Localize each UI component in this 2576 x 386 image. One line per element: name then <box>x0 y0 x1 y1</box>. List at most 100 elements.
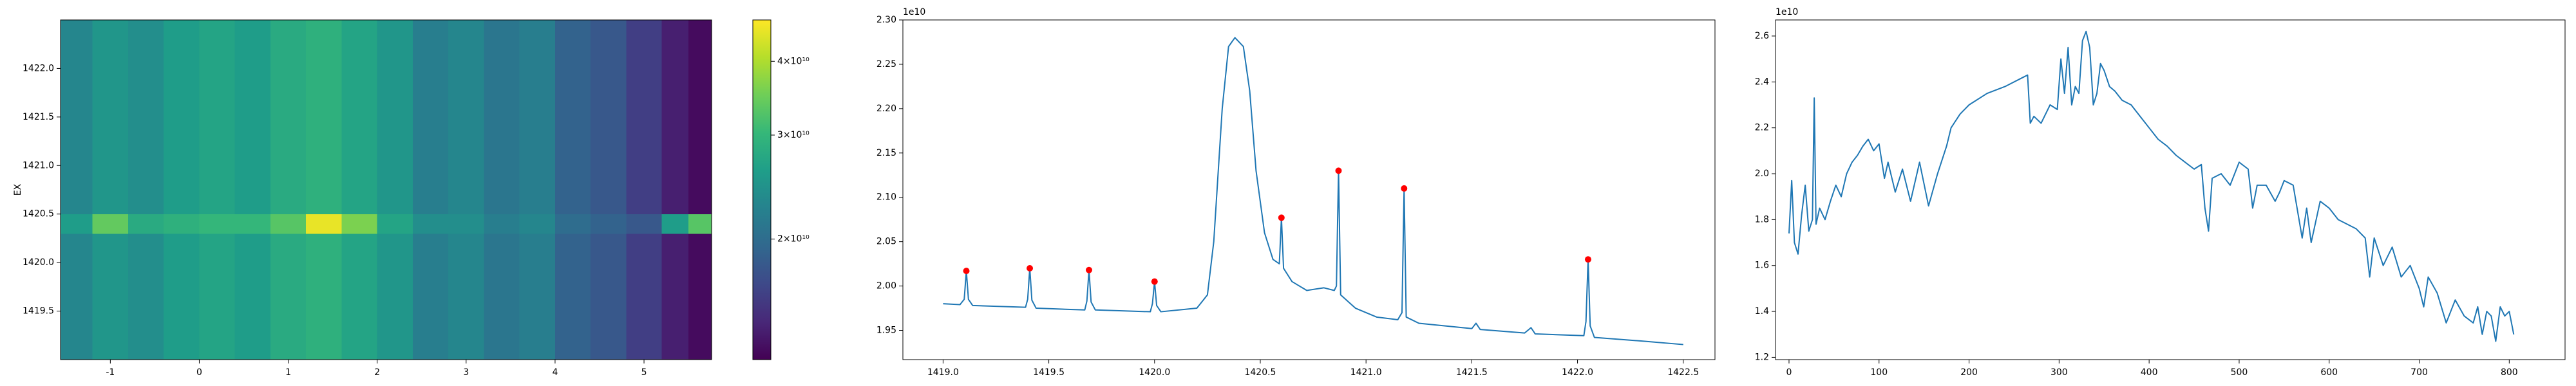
x-tick-label: 0 <box>1786 367 1792 378</box>
heatmap-cell <box>688 233 712 360</box>
y-tick-label: 1.4 <box>1755 306 1769 317</box>
heatmap-cell <box>591 233 627 360</box>
y-tick-label: 1421.0 <box>23 160 54 170</box>
heatmap-cell <box>61 214 93 234</box>
data-line <box>1788 30 2515 342</box>
peak-marker <box>1278 214 1285 221</box>
heatmap-cell <box>341 233 378 360</box>
x-tick-label: 1 <box>285 367 291 378</box>
heatmap-cell <box>484 20 520 215</box>
heatmap-cell <box>377 20 413 215</box>
y-tick-label: 1.2 <box>1755 352 1769 362</box>
x-tick-label: 1420.0 <box>1139 367 1170 378</box>
heatmap-cell <box>128 214 164 234</box>
offset-label: 1e10 <box>903 7 925 17</box>
heatmap-cell <box>270 20 307 215</box>
peak-marker <box>1027 265 1034 272</box>
y-tick-label: 1.6 <box>1755 261 1769 271</box>
colorbar-tick-label: 3×10¹⁰ <box>777 130 810 140</box>
y-tick-label: 2.2 <box>1755 123 1769 133</box>
x-tick-label: 4 <box>552 367 558 378</box>
x-tick-label: 2 <box>374 367 380 378</box>
heatmap-cell <box>626 20 663 215</box>
heatmap-cell <box>661 20 689 215</box>
heatmap-cell <box>519 214 556 234</box>
heatmap-cell <box>61 233 93 360</box>
y-tick-label: 1419.5 <box>23 306 54 317</box>
heatmap-cell <box>688 214 712 234</box>
heatmap-cell <box>661 233 689 360</box>
colorbar-tick-label: 2×10¹⁰ <box>777 234 810 244</box>
peak-marker <box>1584 256 1591 263</box>
y-tick-label: 2.6 <box>1755 31 1769 41</box>
colorbar-tick-label: 4×10¹⁰ <box>777 56 810 66</box>
heatmap-cell <box>270 233 307 360</box>
heatmap-cell <box>448 233 484 360</box>
x-tick-label: 1419.5 <box>1033 367 1065 378</box>
heatmap-cell <box>554 233 591 360</box>
x-tick-label: 400 <box>2141 367 2158 378</box>
y-tick-label: 1422.0 <box>23 63 54 73</box>
peak-marker <box>1085 266 1092 273</box>
x-tick-label: 700 <box>2410 367 2428 378</box>
heatmap-cell <box>484 214 520 234</box>
heatmap-cell <box>199 214 236 234</box>
peak-marker <box>1401 185 1408 192</box>
heatmap-cell <box>519 20 556 215</box>
heatmap-cell <box>199 20 236 215</box>
x-tick-label: 0 <box>196 367 202 378</box>
heatmap-cell <box>519 233 556 360</box>
x-tick-label: 200 <box>1960 367 1978 378</box>
heatmap-cell <box>199 233 236 360</box>
peak-marker <box>1335 167 1342 174</box>
x-tick-label: 1420.5 <box>1244 367 1276 378</box>
axes-frame <box>1775 19 2566 360</box>
x-tick-label: 1422.5 <box>1667 367 1699 378</box>
data-line <box>943 37 1683 345</box>
heatmap-cell <box>164 20 200 215</box>
heatmap-cell <box>61 20 93 215</box>
y-tick-label: 1420.5 <box>23 209 54 219</box>
heatmap-cell <box>341 214 378 234</box>
heatmap-cell <box>484 233 520 360</box>
x-tick-label: 800 <box>2501 367 2518 378</box>
x-tick-label: 600 <box>2320 367 2338 378</box>
x-tick-label: 1421.5 <box>1456 367 1488 378</box>
heatmap-cell <box>306 20 342 215</box>
heatmap-cell <box>270 214 307 234</box>
x-tick-label: -1 <box>106 367 115 378</box>
heatmap-cell <box>591 20 627 215</box>
heatmap-cell <box>164 233 200 360</box>
x-tick-label: 3 <box>463 367 469 378</box>
colorbar-frame <box>752 19 772 360</box>
heatmap-cell <box>412 20 449 215</box>
heatmap-cell <box>626 214 663 234</box>
heatmap-cell <box>554 20 591 215</box>
heatmap-cell <box>412 233 449 360</box>
x-tick-label: 500 <box>2231 367 2248 378</box>
peak-marker <box>963 268 970 275</box>
x-tick-label: 5 <box>641 367 647 378</box>
heatmap-cell <box>448 214 484 234</box>
y-tick-label: 1421.5 <box>23 112 54 122</box>
heatmap-cell <box>234 214 271 234</box>
y-axis-label: EX <box>13 183 23 196</box>
x-tick-label: 1421.0 <box>1350 367 1382 378</box>
y-tick-label: 2.00 <box>876 281 896 291</box>
colorbar <box>753 20 771 360</box>
heatmap-cell <box>377 214 413 234</box>
heatmap-cell <box>591 214 627 234</box>
x-tick-label: 1422.0 <box>1562 367 1593 378</box>
heatmap-cell <box>661 214 689 234</box>
heatmap-cell <box>412 214 449 234</box>
heatmap-cell <box>306 214 342 234</box>
y-tick-label: 2.15 <box>876 148 896 158</box>
y-tick-label: 1.95 <box>876 326 896 336</box>
heatmap-cell <box>306 233 342 360</box>
heatmap-cell <box>234 233 271 360</box>
axes-frame <box>60 19 712 360</box>
heatmap-cell <box>341 20 378 215</box>
heatmap-cell <box>554 214 591 234</box>
